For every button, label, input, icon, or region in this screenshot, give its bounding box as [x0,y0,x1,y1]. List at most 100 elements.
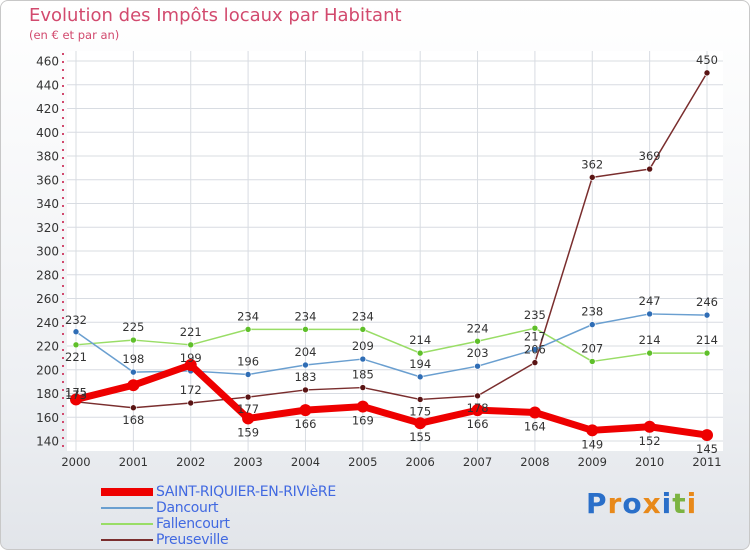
y-tick-label: 140 [36,435,59,449]
x-tick-label: 2004 [291,455,320,469]
legend-item: Fallencourt [101,516,336,532]
axis-dot [62,309,64,311]
data-point [359,355,367,363]
y-tick-label: 420 [36,102,59,116]
data-label: 168 [122,413,144,427]
x-tick-label: 2008 [520,455,549,469]
logo-letter: r [607,487,623,520]
axis-dot [62,221,64,223]
y-tick-label: 200 [36,363,59,377]
legend-item: Dancourt [101,500,336,516]
data-label: 199 [180,351,202,365]
legend-swatch [101,539,153,541]
logo-letter: t [672,487,687,520]
data-point [531,359,539,366]
data-label: 234 [352,309,374,323]
data-point [302,326,309,333]
x-tick-label: 2000 [61,455,90,469]
data-point [416,349,424,357]
data-label: 234 [294,309,316,323]
y-tick-label: 280 [36,268,59,282]
data-point [474,337,481,345]
data-label: 204 [294,345,316,359]
x-tick-label: 2001 [119,455,148,469]
data-label: 235 [524,308,546,322]
x-tick-label: 2009 [578,455,607,469]
data-point [127,379,140,392]
y-tick-label: 400 [36,126,59,140]
legend-item: Preuseville [101,532,336,548]
data-point [703,311,711,319]
axis-dot [62,173,64,175]
axis-dot [62,253,64,255]
data-label: 175 [409,404,431,418]
data-label: 183 [294,370,316,384]
axis-dot [62,213,64,215]
data-point [356,400,369,413]
y-tick-label: 460 [36,55,59,69]
data-label: 155 [409,430,431,444]
axis-dot [62,333,64,335]
data-point [588,174,596,181]
data-label: 206 [524,343,546,357]
data-label: 214 [696,333,718,347]
y-tick-label: 240 [36,316,59,330]
axis-dot [62,101,64,103]
data-label: 169 [352,414,374,428]
axis-dot [62,229,64,231]
data-label: 247 [639,294,661,308]
axis-dot [62,317,64,319]
data-label: 166 [294,417,316,431]
axis-dot [62,445,64,447]
axis-dot [62,117,64,119]
axis-dot [62,85,64,87]
data-label: 214 [409,333,431,347]
data-label: 221 [65,350,87,364]
logo-letter: o [622,487,643,520]
y-tick-label: 300 [36,245,59,259]
axis-dot [62,277,64,279]
logo-letter: i [661,487,673,520]
data-point [471,404,484,417]
legend-swatch [101,523,153,525]
data-label: 225 [122,320,144,334]
data-label: 203 [467,346,489,360]
axis-dot [62,149,64,151]
data-point [588,358,596,365]
data-point [187,341,195,349]
data-point [130,404,137,412]
axis-dot [62,285,64,287]
axis-dot [62,341,64,343]
data-point [646,310,653,318]
axis-dot [62,93,64,95]
data-point [187,399,195,407]
axis-dot [62,133,64,135]
data-point [416,396,424,403]
x-tick-label: 2005 [348,455,377,469]
axis-dot [62,69,64,71]
series-line [75,72,708,409]
data-point [646,349,653,357]
data-label: 164 [524,420,546,434]
series-line [72,361,711,439]
logo-letter: P [586,487,608,520]
axis-dot [62,357,64,359]
data-label: 234 [237,309,259,323]
axis-dot [62,165,64,167]
data-point [643,420,656,433]
legend-swatch [101,507,153,509]
axis-dot [62,389,64,391]
axis-dot [62,109,64,111]
axis-dot [62,405,64,407]
y-tick-label: 220 [36,340,59,354]
axis-dot [62,261,64,263]
axis-dot [62,301,64,303]
data-label: 177 [237,402,259,416]
data-point [359,384,367,391]
legend-label: Fallencourt [156,516,230,532]
data-point [416,373,424,381]
axis-dot [62,437,64,439]
axis-dot [62,53,64,55]
